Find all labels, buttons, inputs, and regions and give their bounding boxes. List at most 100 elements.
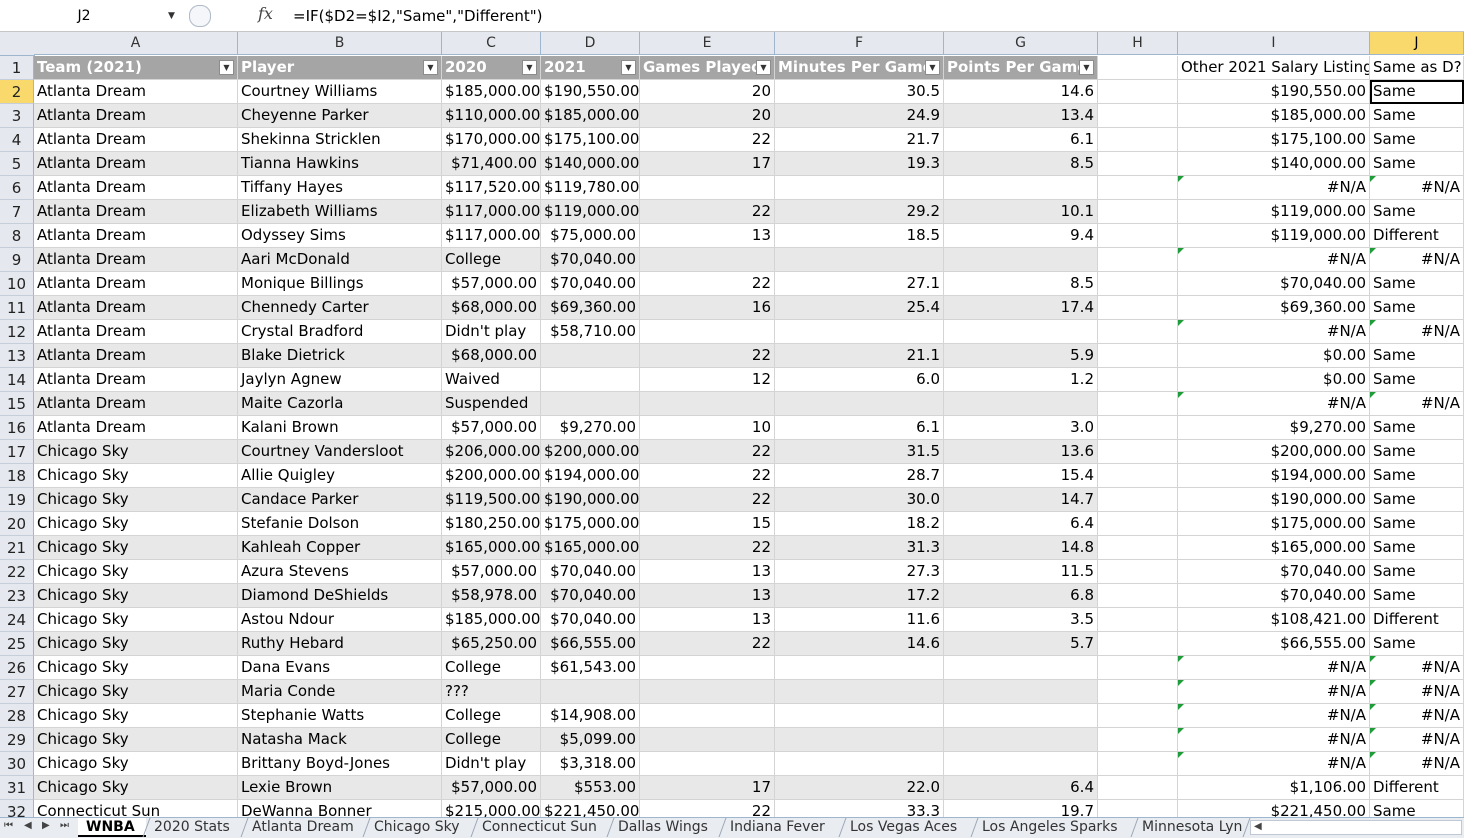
cell-b13[interactable]: Blake Dietrick bbox=[238, 344, 442, 368]
cell-f21[interactable]: 31.3 bbox=[775, 536, 944, 560]
cell-g21[interactable]: 14.8 bbox=[944, 536, 1098, 560]
cell-j31[interactable]: Different bbox=[1370, 776, 1464, 800]
row-header-23[interactable]: 23 bbox=[0, 584, 34, 608]
tab-indiana-fever[interactable]: Indiana Fever bbox=[730, 819, 825, 835]
cell-e24[interactable]: 13 bbox=[640, 608, 775, 632]
cell-i23[interactable]: $70,040.00 bbox=[1178, 584, 1370, 608]
cell-f26[interactable] bbox=[775, 656, 944, 680]
cell-g25[interactable]: 5.7 bbox=[944, 632, 1098, 656]
cell-f7[interactable]: 29.2 bbox=[775, 200, 944, 224]
cell-i30[interactable]: #N/A bbox=[1178, 752, 1370, 776]
last-sheet-icon[interactable]: ⏭ bbox=[60, 820, 69, 831]
cell-f6[interactable] bbox=[775, 176, 944, 200]
cell-g31[interactable]: 6.4 bbox=[944, 776, 1098, 800]
cell-e21[interactable]: 22 bbox=[640, 536, 775, 560]
cell-b29[interactable]: Natasha Mack bbox=[238, 728, 442, 752]
row-header-22[interactable]: 22 bbox=[0, 560, 34, 584]
filter-dropdown-icon[interactable]: ▼ bbox=[756, 60, 771, 75]
cell-i9[interactable]: #N/A bbox=[1178, 248, 1370, 272]
tab-los-vegas-aces[interactable]: Los Vegas Aces bbox=[850, 819, 958, 835]
row-header-30[interactable]: 30 bbox=[0, 752, 34, 776]
cell-a3[interactable]: Atlanta Dream bbox=[34, 104, 238, 128]
error-indicator-icon[interactable] bbox=[1370, 248, 1376, 254]
cell-g23[interactable]: 6.8 bbox=[944, 584, 1098, 608]
cell-g16[interactable]: 3.0 bbox=[944, 416, 1098, 440]
row-header-31[interactable]: 31 bbox=[0, 776, 34, 800]
cell-d4[interactable]: $175,100.00 bbox=[541, 128, 640, 152]
cell-g30[interactable] bbox=[944, 752, 1098, 776]
cell-e18[interactable]: 22 bbox=[640, 464, 775, 488]
cell-b25[interactable]: Ruthy Hebard bbox=[238, 632, 442, 656]
cell-f25[interactable]: 14.6 bbox=[775, 632, 944, 656]
cell-g18[interactable]: 15.4 bbox=[944, 464, 1098, 488]
tab-chicago-sky[interactable]: Chicago Sky bbox=[374, 819, 460, 835]
row-header-24[interactable]: 24 bbox=[0, 608, 34, 632]
cell-a7[interactable]: Atlanta Dream bbox=[34, 200, 238, 224]
cell-f1[interactable]: Minutes Per Game ▼ bbox=[775, 56, 944, 80]
cell-b4[interactable]: Shekinna Stricklen bbox=[238, 128, 442, 152]
cell-a17[interactable]: Chicago Sky bbox=[34, 440, 238, 464]
cell-i11[interactable]: $69,360.00 bbox=[1178, 296, 1370, 320]
cell-g28[interactable] bbox=[944, 704, 1098, 728]
cell-g5[interactable]: 8.5 bbox=[944, 152, 1098, 176]
cell-h5[interactable] bbox=[1098, 152, 1178, 176]
cell-c13[interactable]: $68,000.00 bbox=[442, 344, 541, 368]
cell-i19[interactable]: $190,000.00 bbox=[1178, 488, 1370, 512]
cell-c28[interactable]: College bbox=[442, 704, 541, 728]
cell-b18[interactable]: Allie Quigley bbox=[238, 464, 442, 488]
row-header-8[interactable]: 8 bbox=[0, 224, 34, 248]
cell-i10[interactable]: $70,040.00 bbox=[1178, 272, 1370, 296]
cell-i4[interactable]: $175,100.00 bbox=[1178, 128, 1370, 152]
cell-d11[interactable]: $69,360.00 bbox=[541, 296, 640, 320]
filter-dropdown-icon[interactable]: ▼ bbox=[621, 60, 636, 75]
cell-c6[interactable]: $117,520.00 bbox=[442, 176, 541, 200]
fx-icon[interactable]: fx bbox=[258, 4, 273, 23]
cell-e7[interactable]: 22 bbox=[640, 200, 775, 224]
cell-h29[interactable] bbox=[1098, 728, 1178, 752]
cell-c5[interactable]: $71,400.00 bbox=[442, 152, 541, 176]
cell-d31[interactable]: $553.00 bbox=[541, 776, 640, 800]
cell-b22[interactable]: Azura Stevens bbox=[238, 560, 442, 584]
cell-a1[interactable]: Team (2021) ▼ bbox=[34, 56, 238, 80]
cell-j15[interactable]: #N/A bbox=[1370, 392, 1464, 416]
cell-b14[interactable]: Jaylyn Agnew bbox=[238, 368, 442, 392]
error-indicator-icon[interactable] bbox=[1178, 680, 1184, 686]
cell-f31[interactable]: 22.0 bbox=[775, 776, 944, 800]
cell-a10[interactable]: Atlanta Dream bbox=[34, 272, 238, 296]
cell-j22[interactable]: Same bbox=[1370, 560, 1464, 584]
cell-a14[interactable]: Atlanta Dream bbox=[34, 368, 238, 392]
cell-f4[interactable]: 21.7 bbox=[775, 128, 944, 152]
cell-i22[interactable]: $70,040.00 bbox=[1178, 560, 1370, 584]
cell-g9[interactable] bbox=[944, 248, 1098, 272]
row-header-6[interactable]: 6 bbox=[0, 176, 34, 200]
cell-j12[interactable]: #N/A bbox=[1370, 320, 1464, 344]
cell-j3[interactable]: Same bbox=[1370, 104, 1464, 128]
column-header-a[interactable]: A bbox=[34, 32, 238, 55]
cell-e4[interactable]: 22 bbox=[640, 128, 775, 152]
row-header-2[interactable]: 2 bbox=[0, 80, 34, 104]
cell-g14[interactable]: 1.2 bbox=[944, 368, 1098, 392]
cell-g4[interactable]: 6.1 bbox=[944, 128, 1098, 152]
cell-i3[interactable]: $185,000.00 bbox=[1178, 104, 1370, 128]
cell-j25[interactable]: Same bbox=[1370, 632, 1464, 656]
cell-b26[interactable]: Dana Evans bbox=[238, 656, 442, 680]
cell-b23[interactable]: Diamond DeShields bbox=[238, 584, 442, 608]
cell-b31[interactable]: Lexie Brown bbox=[238, 776, 442, 800]
row-header-28[interactable]: 28 bbox=[0, 704, 34, 728]
row-header-14[interactable]: 14 bbox=[0, 368, 34, 392]
cell-g6[interactable] bbox=[944, 176, 1098, 200]
cell-i18[interactable]: $194,000.00 bbox=[1178, 464, 1370, 488]
filter-dropdown-icon[interactable]: ▼ bbox=[219, 60, 234, 75]
cell-j10[interactable]: Same bbox=[1370, 272, 1464, 296]
cell-i29[interactable]: #N/A bbox=[1178, 728, 1370, 752]
cell-i27[interactable]: #N/A bbox=[1178, 680, 1370, 704]
row-header-11[interactable]: 11 bbox=[0, 296, 34, 320]
row-header-29[interactable]: 29 bbox=[0, 728, 34, 752]
cell-g15[interactable] bbox=[944, 392, 1098, 416]
scroll-left-icon[interactable]: ◀ bbox=[1254, 821, 1262, 832]
cell-b8[interactable]: Odyssey Sims bbox=[238, 224, 442, 248]
cell-c2[interactable]: $185,000.00 bbox=[442, 80, 541, 104]
cell-a13[interactable]: Atlanta Dream bbox=[34, 344, 238, 368]
error-indicator-icon[interactable] bbox=[1370, 320, 1376, 326]
error-indicator-icon[interactable] bbox=[1178, 728, 1184, 734]
